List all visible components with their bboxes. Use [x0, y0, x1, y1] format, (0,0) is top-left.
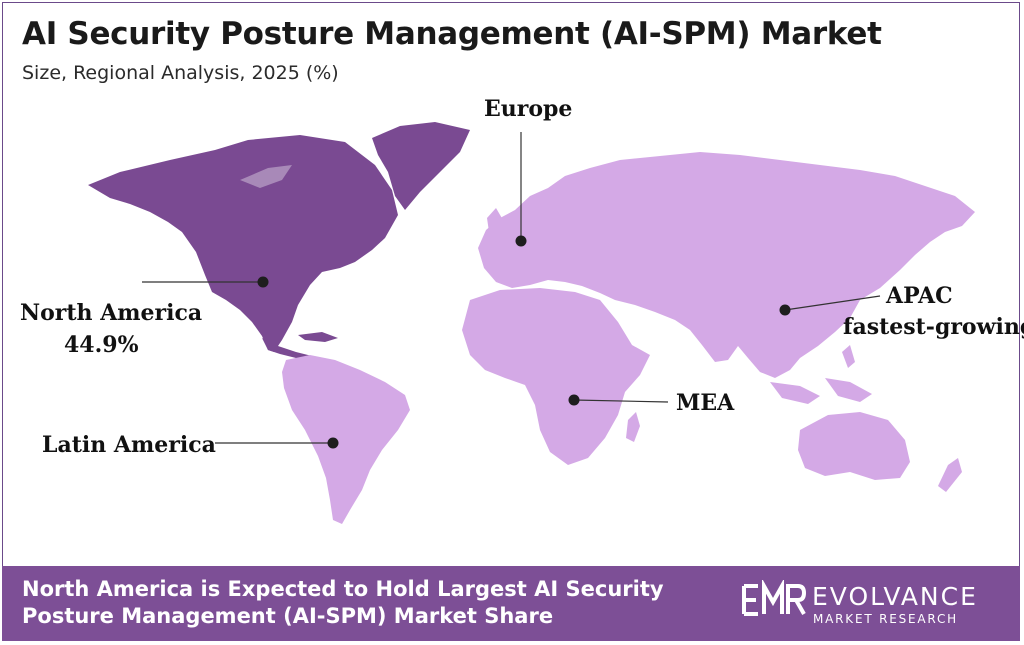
map-title: AI Security Posture Management (AI-SPM) … [22, 16, 882, 52]
north-america-label: North America [20, 300, 203, 326]
footer-headline: North America is Expected to Hold Larges… [22, 577, 664, 628]
europe-marker [515, 235, 527, 247]
mea-leader [573, 399, 669, 403]
japan-region [856, 250, 882, 292]
apac-note: fastest-growing [843, 314, 1024, 340]
greenland-region [372, 122, 470, 210]
leader-lines [142, 132, 881, 444]
new-zealand-region [938, 458, 962, 492]
apac-label: APAC [886, 283, 953, 309]
brand-tagline: MARKET RESEARCH [813, 612, 958, 626]
latin-america-marker [327, 437, 339, 449]
north-america-marker [257, 276, 269, 288]
madagascar-region [626, 412, 640, 442]
brand-logo-icon [742, 580, 806, 616]
uk-region [487, 208, 503, 235]
mea-label: MEA [676, 390, 735, 416]
southeast-asia-islands [770, 345, 872, 404]
footer-banner: North America is Expected to Hold Larges… [2, 566, 1020, 641]
north-america-share: 44.9% [64, 332, 139, 358]
apac-marker [779, 304, 791, 316]
africa-region [462, 288, 650, 465]
apac-leader [784, 295, 881, 311]
australia-region [798, 412, 910, 480]
north-america-region [88, 135, 398, 362]
mea-marker [568, 394, 580, 406]
latin-america-label: Latin America [42, 432, 216, 458]
eurasia-region [478, 152, 975, 378]
europe-label: Europe [484, 96, 573, 122]
latin-america-region [282, 355, 410, 524]
map-subtitle: Size, Regional Analysis, 2025 (%) [22, 62, 339, 84]
region-markers [257, 235, 791, 449]
brand-name: EVOLVANCE [812, 582, 978, 611]
